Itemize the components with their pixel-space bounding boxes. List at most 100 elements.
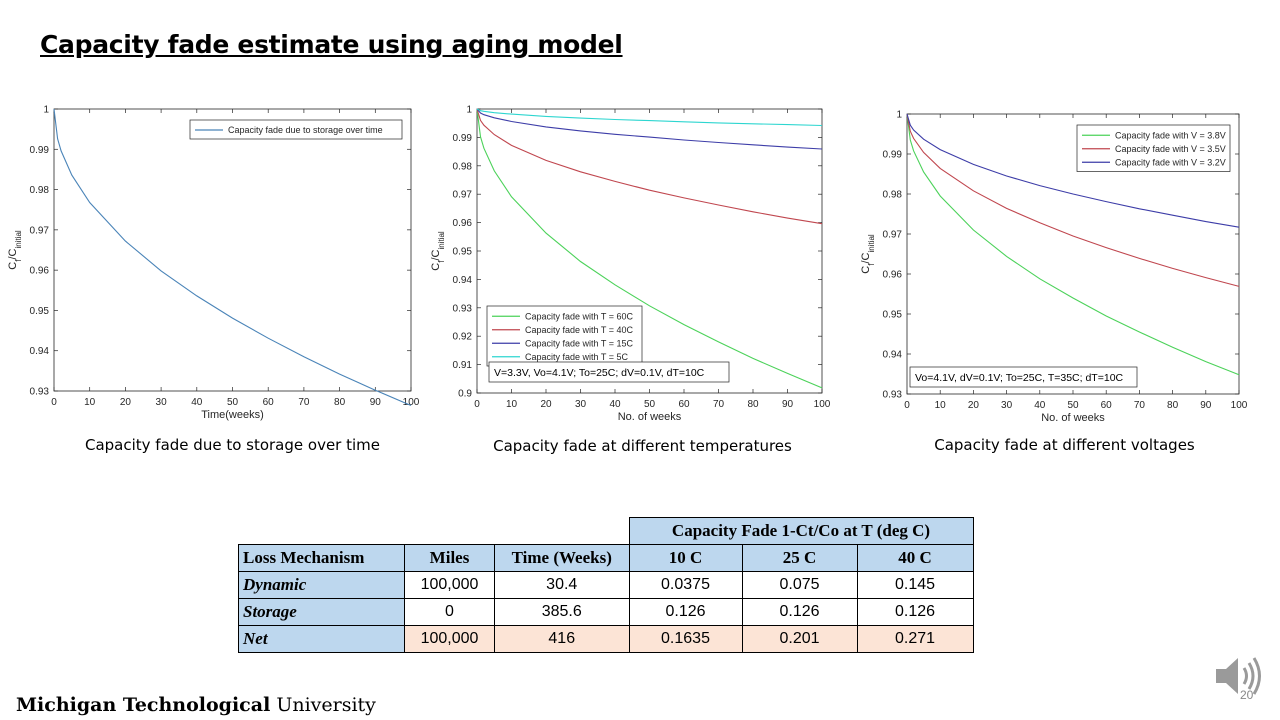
table-cell: 416 — [494, 625, 630, 653]
y-label-base: C — [860, 252, 872, 260]
x-tick-label: 60 — [678, 399, 690, 410]
y-tick-label: 0.92 — [453, 332, 473, 343]
y-tick-label: 0.97 — [453, 190, 473, 201]
y-tick-label: 0.98 — [883, 190, 903, 201]
x-tick-label: 50 — [644, 399, 656, 410]
table-cell: 0.126 — [856, 598, 974, 626]
table-cell: 385.6 — [494, 598, 630, 626]
y-tick-label: 0.95 — [453, 247, 473, 258]
legend-label: Capacity fade with V = 3.2V — [1115, 157, 1226, 167]
x-tick-label: 80 — [1167, 400, 1179, 411]
annotation-box — [488, 361, 730, 383]
legend-label: Capacity fade with T = 40C — [525, 325, 633, 335]
caption-voltages: Capacity fade at different voltages — [934, 436, 1195, 454]
table-header-row: Loss Mechanism Miles Time (Weeks) 10 C 2… — [238, 544, 974, 572]
y-tick-label: 1 — [466, 105, 472, 116]
x-tick-label: 80 — [747, 399, 759, 410]
x-tick-label: 40 — [609, 399, 621, 410]
table-row: Dynamic 100,000 30.4 0.0375 0.075 0.145 — [238, 571, 974, 599]
x-axis-label: No. of weeks — [1041, 412, 1105, 424]
y-label-base: C — [430, 263, 442, 271]
table-header: 40 C — [856, 544, 974, 572]
y-label-subscript: initial — [867, 234, 876, 252]
y-axis-label: Cf/Cinitial — [860, 234, 876, 274]
series-line-1 — [906, 113, 1240, 376]
university-logo: Michigan Technological University — [16, 694, 376, 716]
table-cell: 100,000 — [404, 625, 495, 653]
table-header: Loss Mechanism — [238, 544, 405, 572]
table-cell: 0.0375 — [628, 571, 743, 599]
y-label-base: C — [860, 266, 872, 274]
x-tick-label: 70 — [1134, 400, 1146, 411]
table-cell: 0.075 — [741, 571, 858, 599]
y-tick-label: 0.98 — [453, 161, 473, 172]
x-tick-label: 50 — [1067, 400, 1079, 411]
x-tick-label: 20 — [968, 400, 980, 411]
legend-box — [189, 119, 403, 140]
x-axis-label: Time(weeks) — [201, 409, 264, 421]
y-tick-label: 0.97 — [883, 230, 903, 241]
page-number: 20 — [1240, 688, 1254, 702]
table-cell: 0.271 — [856, 625, 974, 653]
chart-storage: 0 10 20 30 40 50 60 70 80 90 100 0.93 0.94 0.95 0.96 0.… — [0, 95, 430, 440]
y-label-base: C — [430, 249, 442, 257]
x-tick-label: 80 — [334, 397, 346, 408]
y-label-slash: / — [7, 256, 19, 260]
y-label-subscript: f — [437, 260, 446, 263]
series-line-2 — [476, 108, 823, 225]
x-tick-label: 30 — [575, 399, 587, 410]
chart-voltages-svg: 0 10 20 30 40 50 60 70 80 90 100 0.93 0.94 0.95 0.96 0.… — [860, 110, 1248, 425]
y-tick-label: 0.96 — [30, 266, 50, 277]
speaker-icon[interactable] — [1212, 654, 1264, 698]
table-header: 25 C — [741, 544, 858, 572]
table-cell: 0.1635 — [628, 625, 743, 653]
x-axis-label: No. of weeks — [618, 411, 682, 423]
y-label-slash: / — [430, 257, 442, 261]
legend-label: Capacity fade with V = 3.5V — [1115, 144, 1226, 154]
x-tick-label: 30 — [156, 397, 168, 408]
x-tick-label: 10 — [506, 399, 518, 410]
legend-label: Capacity fade with T = 60C — [525, 311, 633, 321]
x-tick-label: 90 — [1200, 400, 1212, 411]
logo-regular-text: University — [270, 694, 376, 716]
y-tick-label: 1 — [43, 105, 49, 116]
y-tick-label: 0.94 — [883, 350, 903, 361]
x-tick-label: 90 — [370, 397, 382, 408]
series-line-1 — [476, 108, 823, 389]
plot-area — [53, 108, 412, 392]
y-tick-label: 0.94 — [30, 346, 50, 357]
x-tick-label: 100 — [814, 399, 831, 410]
slide-title: Capacity fade estimate using aging model — [40, 30, 623, 59]
series-line-2 — [906, 113, 1240, 287]
table-blank-cell — [239, 518, 405, 545]
table-header: 10 C — [628, 544, 743, 572]
x-tick-label: 10 — [935, 400, 947, 411]
x-tick-label: 0 — [904, 400, 910, 411]
annotation-text: V=3.3V, Vo=4.1V; To=25C; dV=0.1V, dT=10C — [494, 367, 705, 379]
y-tick-label: 0.9 — [458, 389, 472, 400]
y-axis-label: Cf/Cinitial — [7, 230, 23, 270]
x-tick-label: 60 — [1101, 400, 1113, 411]
legend-label: Capacity fade with V = 3.8V — [1115, 130, 1226, 140]
series-line-3 — [906, 113, 1240, 228]
y-label-subscript: initial — [14, 230, 23, 248]
x-tick-label: 20 — [120, 397, 132, 408]
series-line-4 — [476, 108, 823, 127]
table-group-header-row: Capacity Fade 1-Ct/Co at T (deg C) — [239, 517, 974, 545]
table-row-label: Net — [238, 625, 405, 653]
y-tick-label: 0.91 — [453, 360, 473, 371]
capacity-fade-table: Capacity Fade 1-Ct/Co at T (deg C) Loss … — [238, 517, 974, 653]
table-header: Miles — [404, 544, 495, 572]
table-header: Time (Weeks) — [494, 544, 630, 572]
y-label-subscript: f — [14, 259, 23, 262]
y-axis-label: Cf/Cinitial — [430, 231, 446, 271]
legend-label: Capacity fade with T = 5C — [525, 352, 628, 362]
table-row: Storage 0 385.6 0.126 0.126 0.126 — [238, 598, 974, 626]
x-tick-label: 70 — [298, 397, 310, 408]
table-cell: 0.126 — [628, 598, 743, 626]
y-tick-label: 0.96 — [453, 218, 473, 229]
x-tick-label: 10 — [84, 397, 96, 408]
table-row-label: Dynamic — [238, 571, 405, 599]
chart-temperatures: 0 10 20 30 40 50 60 70 80 90 100 0.9 0.91 0.92 0.93 0.9… — [420, 95, 840, 440]
x-tick-label: 40 — [191, 397, 203, 408]
